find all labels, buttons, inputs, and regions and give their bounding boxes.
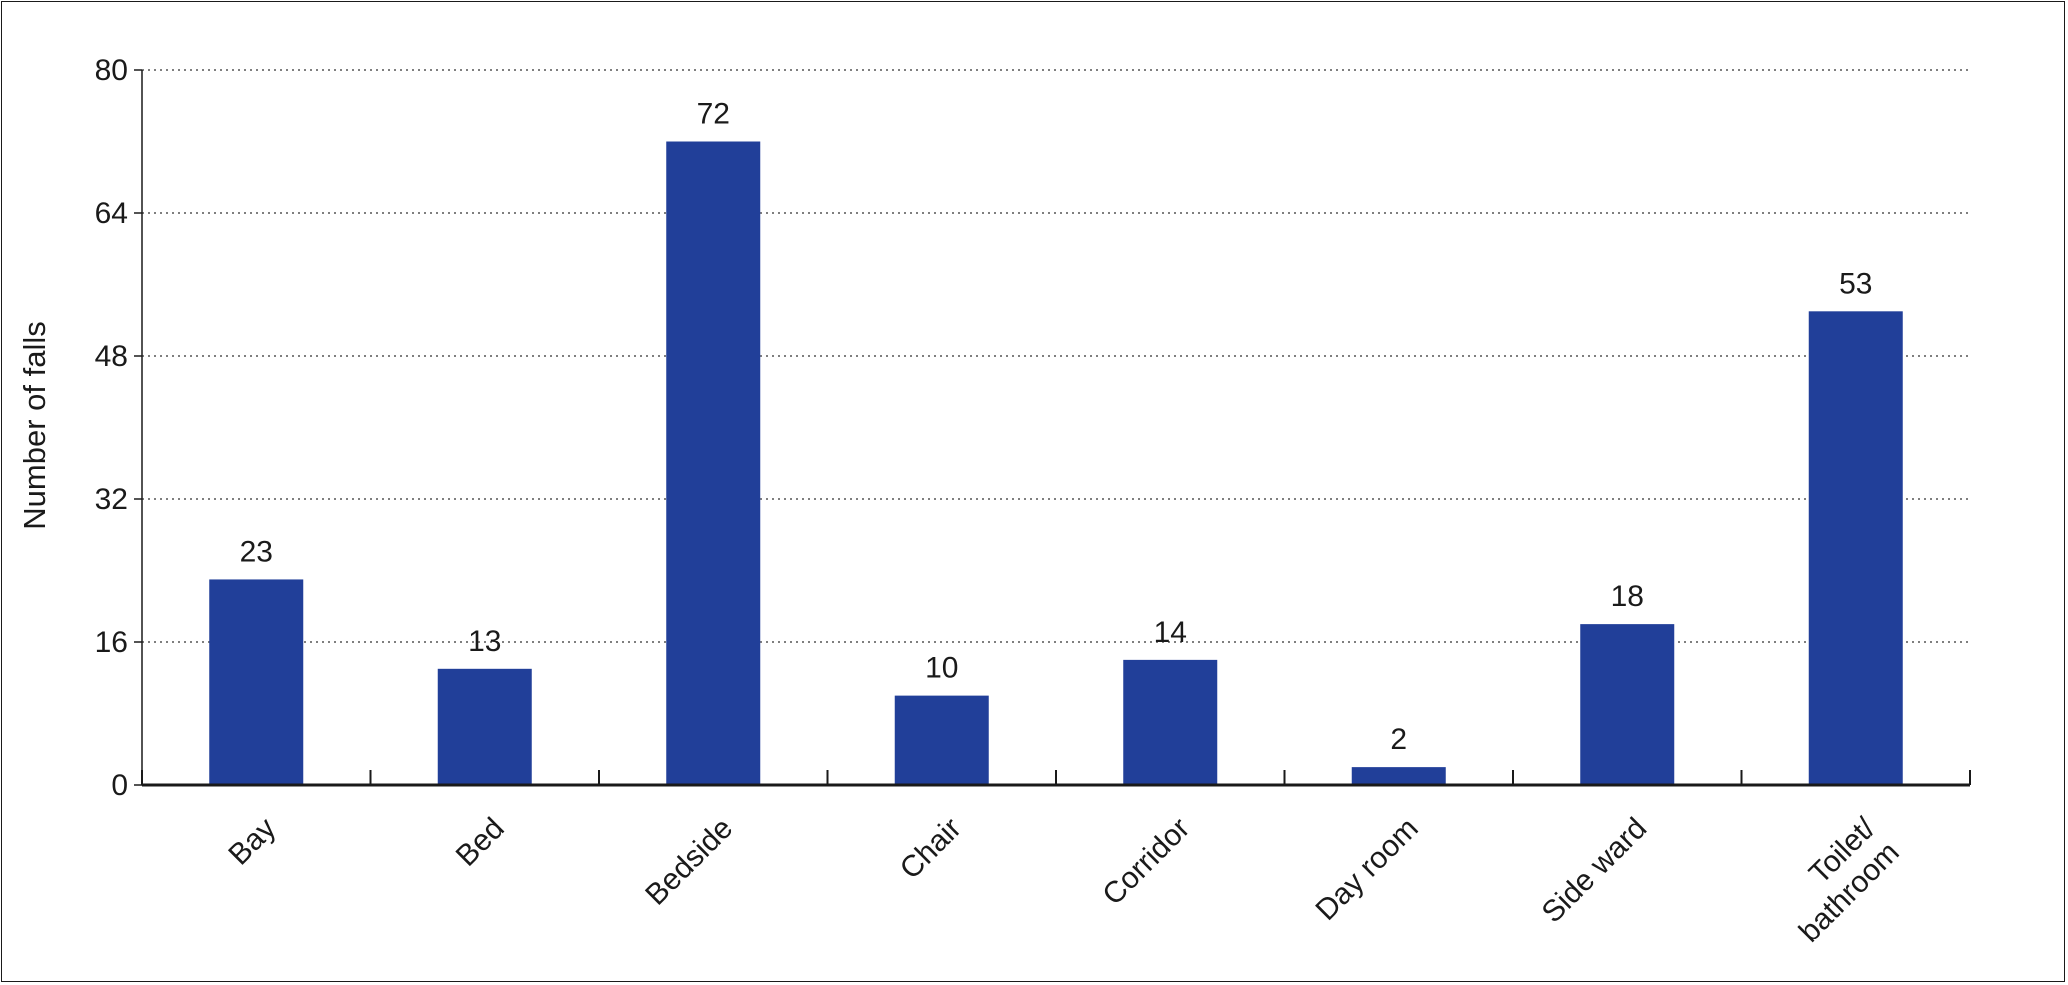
value-label: 23 bbox=[240, 535, 273, 568]
category-label-line: Day room bbox=[1309, 812, 1424, 927]
bar bbox=[666, 141, 761, 785]
category-label: Bay bbox=[222, 812, 282, 872]
grid-lines bbox=[142, 69, 1970, 643]
category-label: Side ward bbox=[1536, 812, 1654, 930]
labels: 0 16 32 48 64 80 23 Bay 13 Bed 72 Bedside 10 Chair 14 C… bbox=[95, 54, 1906, 949]
category-label-line: Chair bbox=[894, 812, 968, 886]
y-axis-label: Number of falls bbox=[17, 321, 52, 529]
category-label-line: Corridor bbox=[1096, 812, 1196, 912]
category-label-line: Bedside bbox=[639, 812, 739, 912]
category-label: Chair bbox=[894, 812, 968, 886]
category-label: Bedside bbox=[639, 812, 739, 912]
bar bbox=[894, 695, 989, 785]
bar bbox=[1123, 659, 1218, 785]
value-label: 72 bbox=[697, 98, 730, 131]
y-tick-label: 64 bbox=[95, 197, 128, 230]
y-tick-label: 16 bbox=[95, 626, 128, 659]
bar bbox=[209, 579, 304, 785]
bar bbox=[1580, 624, 1675, 785]
value-label: 53 bbox=[1839, 267, 1872, 300]
category-label: Day room bbox=[1309, 812, 1424, 927]
y-tick-label: 80 bbox=[95, 54, 128, 87]
category-label: Bed bbox=[450, 812, 511, 873]
bar bbox=[1808, 311, 1903, 785]
value-label: 13 bbox=[468, 625, 501, 658]
bar bbox=[437, 668, 532, 785]
category-label-line: Side ward bbox=[1536, 812, 1654, 930]
value-label: 18 bbox=[1611, 580, 1644, 613]
y-tick-label: 0 bbox=[111, 769, 128, 802]
category-label: Corridor bbox=[1096, 812, 1196, 912]
value-label: 14 bbox=[1154, 616, 1187, 649]
y-tick-label: 32 bbox=[95, 483, 128, 516]
y-tick-label: 48 bbox=[95, 340, 128, 373]
category-label-line: Bay bbox=[222, 812, 282, 872]
category-label-line: Bed bbox=[450, 812, 511, 873]
bars bbox=[209, 141, 1903, 785]
axes bbox=[134, 69, 1971, 787]
value-label: 2 bbox=[1390, 723, 1407, 756]
bar bbox=[1351, 767, 1446, 785]
category-label: Toilet/bathroom bbox=[1793, 811, 1906, 948]
value-label: 10 bbox=[925, 652, 958, 685]
